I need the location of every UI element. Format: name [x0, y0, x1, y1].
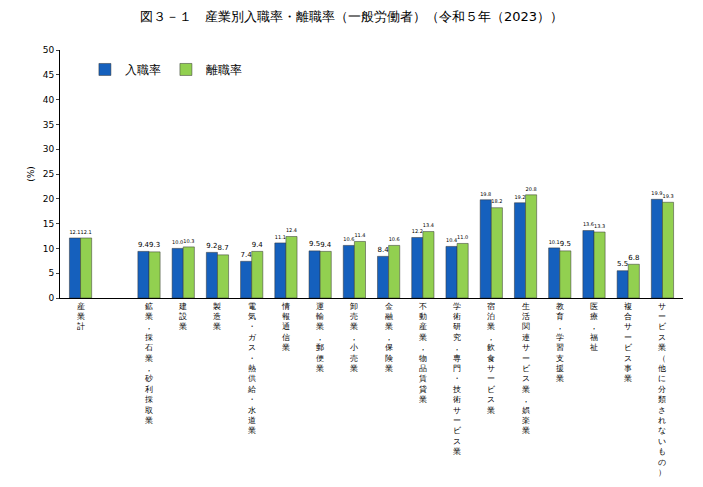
svg-text:35: 35	[43, 120, 54, 130]
svg-text:11.1: 11.1	[275, 234, 286, 240]
svg-text:産業計: 産業計	[77, 302, 85, 332]
svg-text:45: 45	[43, 70, 54, 80]
svg-text:13.6: 13.6	[583, 221, 594, 227]
svg-text:0: 0	[48, 293, 54, 303]
svg-text:5: 5	[48, 268, 54, 278]
svg-text:10.3: 10.3	[183, 238, 194, 244]
svg-text:8.4: 8.4	[378, 246, 390, 254]
svg-text:10.4: 10.4	[446, 237, 457, 243]
svg-text:金融業，保険業: 金融業，保険業	[385, 302, 393, 373]
svg-text:生活関連サービス業，娯楽業: 生活関連サービス業，娯楽業	[522, 302, 531, 436]
svg-text:11.4: 11.4	[354, 232, 365, 238]
svg-text:9.3: 9.3	[149, 241, 160, 249]
svg-text:12.1: 12.1	[69, 229, 80, 235]
svg-text:製造業: 製造業	[213, 302, 221, 332]
svg-text:不動産業，物品賃貸業: 不動産業，物品賃貸業	[419, 302, 427, 405]
svg-text:50: 50	[43, 45, 55, 55]
svg-text:10.6: 10.6	[389, 236, 400, 242]
svg-text:サービス業（他に分類されないもの）: サービス業（他に分類されないもの）	[658, 302, 667, 477]
svg-text:複合サービス事業: 複合サービス事業	[624, 302, 633, 384]
svg-text:7.4: 7.4	[241, 251, 253, 259]
svg-text:8.7: 8.7	[217, 244, 228, 252]
svg-text:宿泊業，飲食サービス業: 宿泊業，飲食サービス業	[487, 302, 496, 415]
svg-text:25: 25	[43, 169, 54, 179]
svg-text:13.4: 13.4	[423, 222, 434, 228]
svg-text:40: 40	[43, 95, 55, 105]
svg-text:9.4: 9.4	[252, 241, 264, 249]
svg-text:20.8: 20.8	[526, 186, 537, 192]
svg-text:19.8: 19.8	[480, 191, 491, 197]
svg-text:19.3: 19.3	[662, 193, 673, 199]
svg-text:医療，福祉: 医療，福祉	[590, 302, 598, 353]
svg-text:卸売業，小売業: 卸売業，小売業	[350, 302, 358, 373]
svg-text:電気・ガス・熱供給・水道業: 電気・ガス・熱供給・水道業	[247, 302, 257, 436]
svg-text:教育，学習支援業: 教育，学習支援業	[556, 302, 564, 384]
svg-text:19.2: 19.2	[514, 194, 525, 200]
svg-text:10: 10	[43, 244, 55, 254]
svg-text:10.6: 10.6	[343, 236, 354, 242]
svg-text:12.1: 12.1	[81, 229, 92, 235]
svg-text:9.2: 9.2	[206, 242, 217, 250]
svg-text:情報通信業: 情報通信業	[281, 302, 290, 353]
svg-text:建設業: 建設業	[178, 302, 187, 332]
svg-text:10.0: 10.0	[172, 239, 183, 245]
svg-text:学術研究，専門・技術サービス業: 学術研究，専門・技術サービス業	[452, 302, 462, 457]
svg-text:入職率: 入職率	[125, 63, 161, 77]
svg-text:10.1: 10.1	[549, 239, 560, 245]
svg-text:5.5: 5.5	[617, 260, 628, 268]
svg-text:19.9: 19.9	[651, 190, 662, 196]
svg-text:18.2: 18.2	[491, 198, 502, 204]
svg-text:6.8: 6.8	[628, 254, 639, 262]
svg-text:13.3: 13.3	[594, 223, 605, 229]
svg-text:15: 15	[43, 219, 54, 229]
svg-text:11.0: 11.0	[457, 234, 468, 240]
svg-text:30: 30	[43, 144, 55, 154]
svg-text:9.5: 9.5	[560, 240, 571, 248]
svg-text:12.2: 12.2	[412, 228, 423, 234]
svg-text:鉱業，採石業，砂利採取業: 鉱業，採石業，砂利採取業	[144, 302, 153, 425]
svg-text:9.5: 9.5	[309, 240, 320, 248]
svg-text:離職率: 離職率	[206, 63, 242, 77]
svg-text:12.4: 12.4	[286, 227, 297, 233]
svg-text:運輸業，郵便業: 運輸業，郵便業	[316, 302, 324, 373]
svg-text:(%): (%)	[26, 166, 36, 182]
svg-text:9.4: 9.4	[320, 241, 332, 249]
svg-text:図３－１ 産業別入職率・離職率（一般労働者）（令和５年（20: 図３－１ 産業別入職率・離職率（一般労働者）（令和５年（2023））	[140, 9, 563, 24]
svg-text:20: 20	[43, 194, 55, 204]
svg-text:9.4: 9.4	[138, 241, 150, 249]
